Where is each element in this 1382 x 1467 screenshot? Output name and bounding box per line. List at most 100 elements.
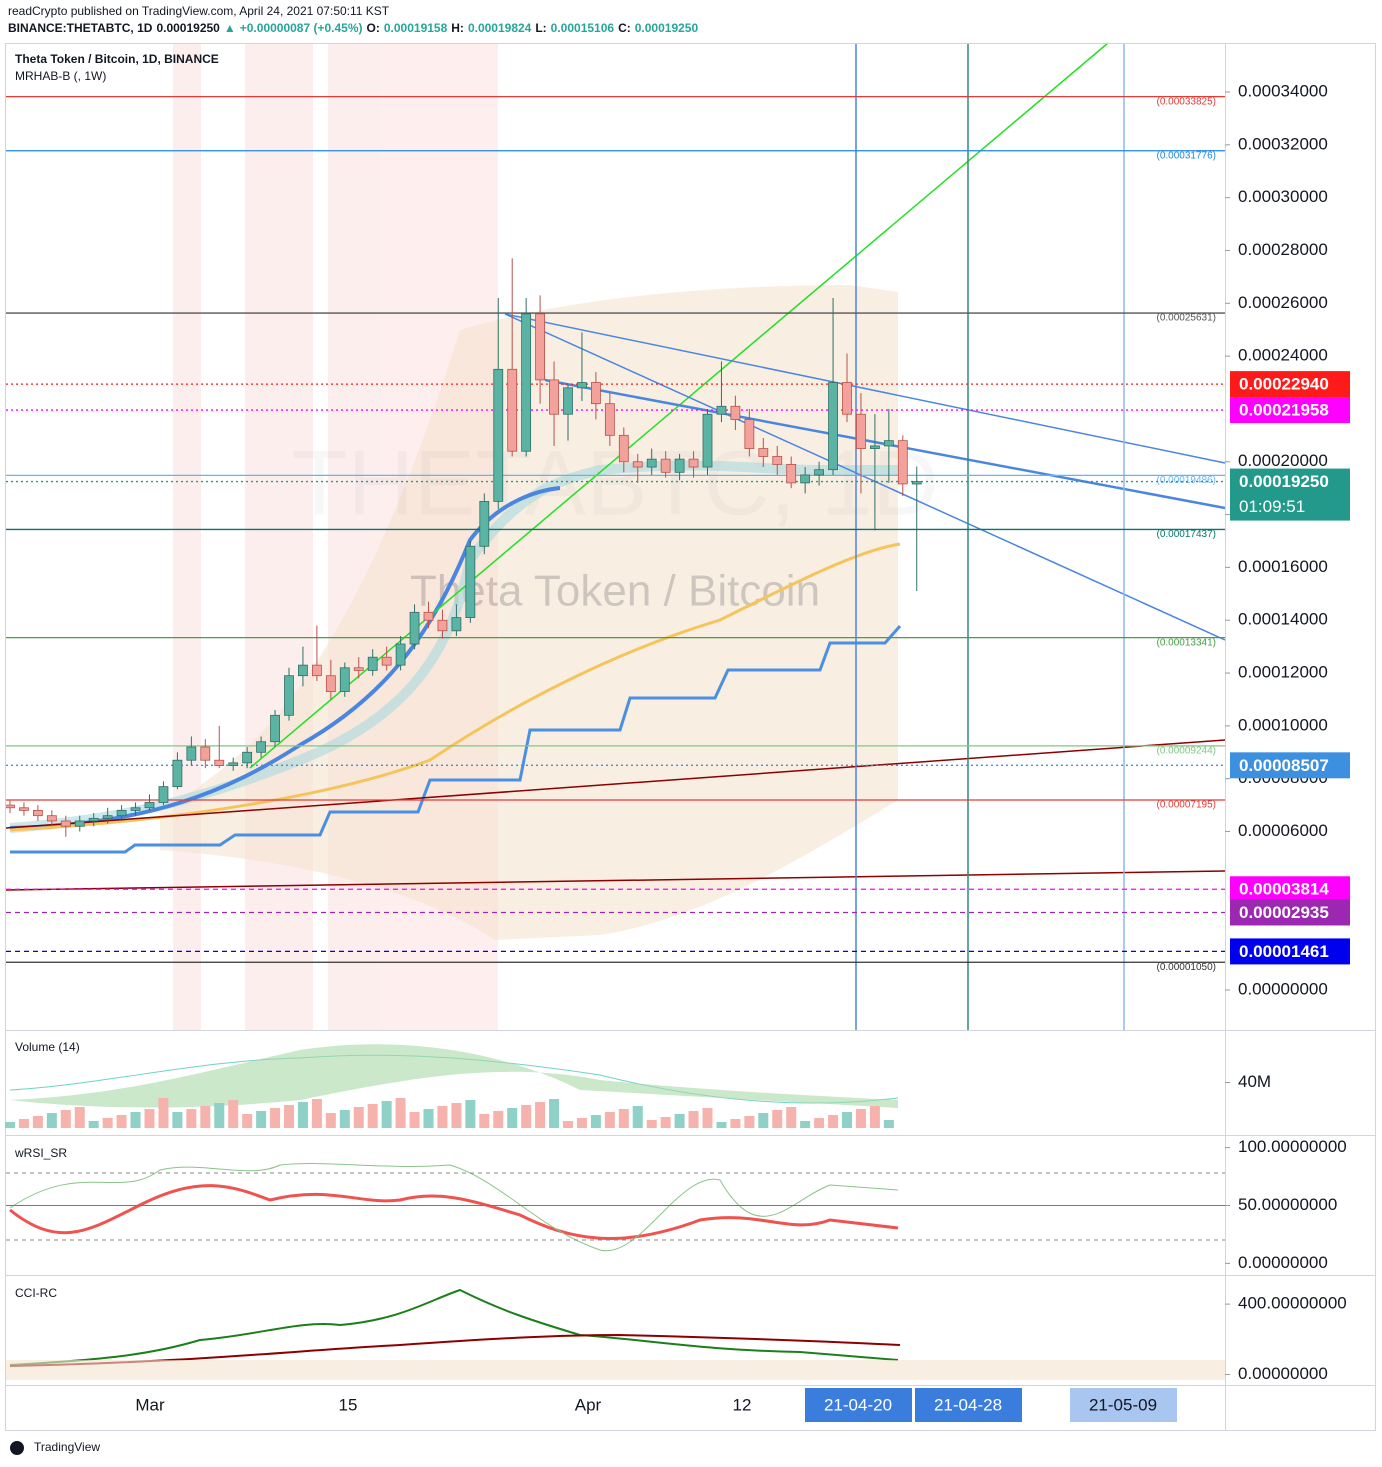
quote-part: 0.00019250 [635,21,699,35]
time-tick-label: Apr [575,1395,602,1414]
candles [5,258,922,837]
volume-bar [381,1101,392,1128]
candle-body [618,434,629,463]
volume-bar [632,1106,643,1128]
price-label-box [1230,397,1350,424]
volume-bar [688,1111,699,1128]
quote-part: H: [451,21,464,35]
pane-tick-label: 100.00000000 [1238,1137,1347,1156]
level-label: (0.00013341) [1157,637,1217,648]
level-label: (0.00019486) [1157,475,1217,486]
candle-body [842,382,852,415]
pane-title: CCI-RC [15,1286,57,1300]
volume-bar [814,1118,825,1128]
volume-bar [311,1099,322,1128]
quote-part: 0.00015106 [551,21,615,35]
level-label: (0.00025631) [1157,313,1217,324]
pane-tick-label: 40M [1238,1072,1271,1091]
candle-body [19,807,29,811]
volume-bar [883,1120,894,1128]
candle-body [423,611,434,621]
candle-body [535,313,545,381]
candle-body [493,368,504,502]
price-tick-label: 0.00014000 [1238,610,1328,629]
quote-part: 0.00019824 [468,21,532,35]
volume-bar [772,1110,783,1128]
candle-body [660,458,671,473]
volume-bar [842,1112,852,1128]
volume-bar [270,1108,281,1128]
price-label: 0.00003814 [1239,880,1329,899]
volume-bar [674,1114,685,1128]
candle-body [60,820,71,827]
volume-bar [576,1118,587,1128]
volume-bar [493,1111,504,1128]
price-label-box [1230,899,1350,926]
quote: BINANCE:THETABTC, 1D 0.00019250 ▲ +0.000000… [8,21,698,35]
candle-body [200,746,211,761]
price-tick-label: 0.00024000 [1238,346,1328,365]
candle-body [437,619,448,632]
volume-bar [869,1106,880,1128]
volume-bar [549,1099,560,1128]
price-label-box [1230,876,1350,903]
pane-tick-label: 400.00000000 [1238,1294,1347,1313]
candle-body [284,675,294,716]
volume-bar [855,1109,866,1128]
price-tick-label: 0.00034000 [1238,81,1328,100]
volume-bar [618,1109,629,1128]
volume-bar [479,1114,490,1128]
candle-body [702,413,713,468]
candle-body [228,762,239,766]
volume-bar [102,1118,113,1128]
candle-body [158,786,169,803]
volume-bar [451,1103,462,1128]
volume-bar [60,1110,71,1128]
price-tick-label: 0.00020000 [1238,451,1328,470]
candle-body [451,617,462,632]
volume-bar [660,1117,671,1128]
volume-bar [144,1109,155,1128]
logo [10,1441,24,1455]
candle-body [828,382,838,471]
volume-bar [507,1108,518,1128]
candle-body [46,815,57,822]
candle-body [381,656,392,666]
price-label-box [1230,371,1350,398]
price-tick-label: 0.00000000 [1238,979,1328,998]
candle-body [214,759,225,766]
volume-bar [32,1116,43,1128]
price-tick-label: 0.00028000 [1238,240,1328,259]
volume-bar [828,1115,839,1128]
candle-body [674,458,685,473]
candle-body [911,481,922,485]
volume-bar [325,1113,336,1128]
candle-body [256,741,267,753]
volume-bar [604,1112,615,1128]
cci-signal [9,1333,901,1367]
date-marker: 21-05-09 [1089,1395,1157,1414]
price-tick-label: 0.00010000 [1238,715,1328,734]
volume-bar [716,1122,727,1128]
time-tick-label: 12 [733,1395,752,1414]
volume-bar [367,1104,378,1128]
date-marker: 21-04-28 [934,1395,1002,1414]
candle-body [242,751,253,764]
quote-part: 0.00019158 [384,21,448,35]
trend-lines [5,42,1226,1030]
ma-slow [9,542,901,832]
level-label: (0.00009244) [1157,745,1217,756]
candle-body [716,405,727,415]
candle-body [172,759,183,788]
date-marker: 21-04-20 [824,1395,892,1414]
candle-body [88,817,99,822]
candle-body [465,545,476,618]
price-label: 0.00001461 [1239,942,1329,961]
volume-bar [74,1107,85,1128]
quote-part: +0.00000087 (+0.45%) [240,21,363,35]
volume-bar [200,1106,211,1128]
candle-body [549,379,559,415]
volume-bar [409,1112,420,1128]
level-label: (0.00001050) [1157,962,1217,973]
